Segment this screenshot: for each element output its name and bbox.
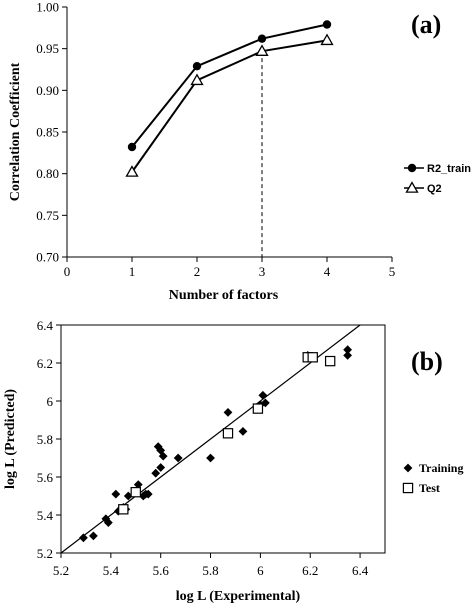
panel-b-training-point (238, 427, 248, 436)
panel-a-series-1-point (190, 73, 204, 86)
panel-b-test-point (324, 355, 336, 367)
panel-b-y-tick-label: 6.2 (37, 356, 53, 371)
panel-b-training-point (143, 489, 153, 499)
panel-a-y-tick-label: 1.00 (36, 0, 59, 15)
panel-b-x-tick-label: 5.2 (53, 563, 69, 578)
panel-b-y-tick-label: 5.6 (37, 470, 54, 485)
panel-b-x-tick-label: 6.4 (352, 563, 369, 578)
panel-a-legend-label-0: R2_train (427, 163, 471, 175)
panel-a-series-1-point (125, 165, 139, 177)
panel-a-x-axis-title: Number of factors (169, 288, 279, 303)
panel-b-label: (b) (411, 347, 443, 376)
panel-a-series-1-point (255, 44, 269, 56)
panel-b-y-tick-label: 6.4 (37, 318, 54, 333)
panel-b-test-point (222, 428, 234, 439)
panel-a-series-0-point (257, 34, 267, 43)
panel-b-training-point (223, 408, 233, 417)
panel-b-y-tick-label: 5.8 (37, 432, 53, 447)
panel-b-training-point (111, 489, 121, 499)
panel-a-y-tick-label: 0.70 (36, 250, 59, 265)
panel-a-x-tick-label: 2 (194, 264, 201, 279)
panel-b-x-tick-label: 5.8 (202, 563, 218, 578)
panel-a-y-tick-label: 0.90 (36, 83, 59, 98)
panel-b-legend-marker-1 (402, 482, 414, 494)
panel-b-x-tick-label: 6 (257, 563, 264, 578)
panel-b-training-point (133, 480, 143, 489)
panel-b-training-point (156, 463, 166, 472)
panel-a-series-0-point (127, 142, 137, 152)
panel-b-test-point (252, 403, 264, 414)
panel-a-legend-label-1: Q2 (427, 183, 442, 195)
panel-a-y-tick-label: 0.85 (36, 125, 59, 140)
panel-b-x-tick-label: 6.2 (302, 563, 318, 578)
panel-b-x-tick-label: 5.4 (103, 563, 120, 578)
panel-b-training-point (123, 491, 133, 501)
panel-a-series-1-line (131, 39, 328, 173)
panel-a-series-0-point (322, 20, 332, 29)
panel-b-training-point (158, 451, 168, 461)
panel-b-y-axis-title: log L (Predicted) (3, 389, 18, 489)
panel-b-training-point (151, 468, 161, 478)
panel-b-x-tick-label: 5.6 (153, 563, 170, 578)
panel-a-series-0-point (192, 61, 202, 71)
panel-b-training-point (173, 453, 183, 463)
panel-b-training-point (206, 453, 215, 463)
panel-b-training-point (103, 518, 113, 527)
panel-b-test-point (130, 487, 141, 498)
panel-b-y-tick-label: 5.2 (37, 546, 53, 561)
panel-b-legend-label-0: Training (419, 461, 463, 475)
panel-a-x-tick-label: 1 (129, 264, 136, 279)
panel-b-legend-label-1: Test (419, 481, 440, 495)
panel-a-x-tick-label: 5 (389, 264, 396, 279)
panel-b-legend-marker-0 (403, 463, 413, 473)
panel-a-x-tick-label: 4 (324, 264, 331, 279)
panel-a-legend-marker-1 (405, 181, 419, 193)
panel-b-x-axis-title: log L (Experimental) (176, 589, 301, 604)
panel-a-y-axis-title: Correlation Coefficient (8, 62, 23, 201)
panel-b-training-point (258, 390, 268, 400)
panel-a-x-tick-label: 3 (259, 264, 266, 279)
panel-b-training-point (79, 533, 88, 543)
panel-a-legend-marker-0 (407, 163, 417, 173)
panel-a-label: (a) (411, 10, 441, 39)
panel-a-series-1-point (320, 33, 334, 46)
panel-a-y-tick-label: 0.80 (36, 166, 59, 181)
panel-a-x-tick-label: 0 (64, 264, 71, 279)
panel-a-series-0-line (131, 23, 328, 148)
panel-b-y-tick-label: 6 (47, 394, 54, 409)
panel-b-training-point (343, 351, 353, 360)
panel-b-test-point (307, 352, 318, 363)
panel-b-training-point (89, 531, 98, 541)
panel-b-identity-line (60, 324, 361, 554)
panel-b-training-point (260, 398, 270, 408)
panel-b-y-tick-label: 5.4 (37, 508, 54, 523)
panel-b-test-point (118, 504, 129, 515)
panel-b-training-point (343, 345, 353, 355)
panel-a-y-tick-label: 0.75 (36, 208, 59, 223)
panel-a-y-tick-label: 0.95 (36, 41, 59, 56)
